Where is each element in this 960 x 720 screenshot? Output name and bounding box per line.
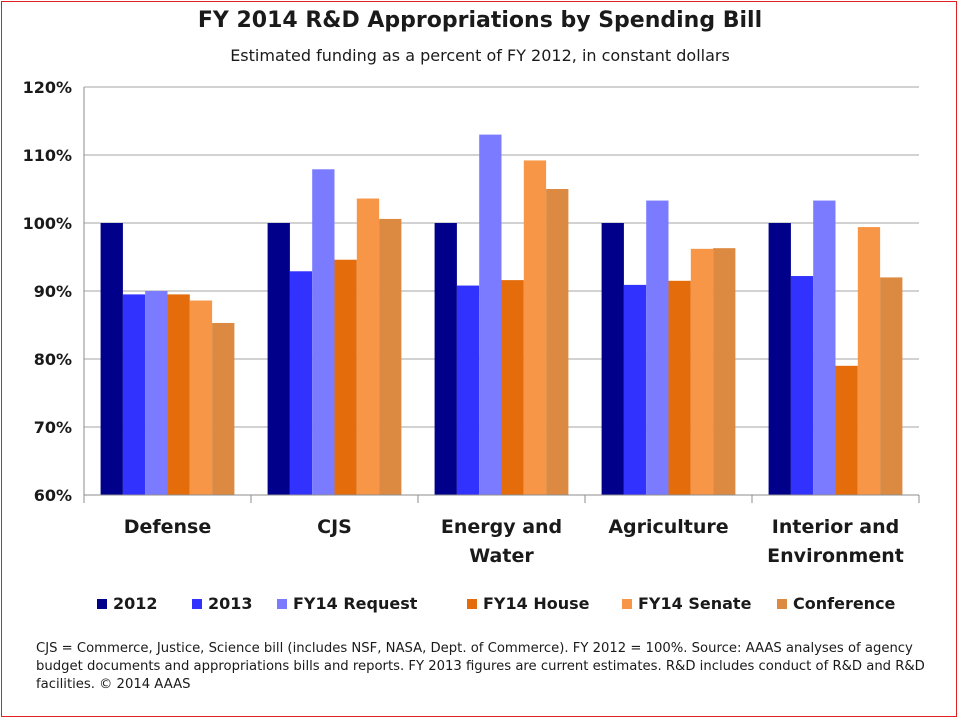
legend-swatch — [777, 599, 787, 609]
legend: 2012 2013 FY14 Request FY14 House FY14 Senat… — [97, 594, 896, 613]
y-tick-label: 60% — [34, 486, 72, 505]
bar — [601, 223, 624, 495]
bar — [857, 227, 881, 495]
legend-item: FY14 House — [467, 594, 590, 613]
bar — [646, 200, 669, 495]
bar — [768, 223, 791, 495]
x-category-label: Defense — [124, 516, 212, 538]
y-axis-tick-labels: 60% 70% 80% 90% 100% 110% 120% — [23, 78, 72, 505]
bar — [690, 248, 714, 495]
bar — [356, 198, 380, 495]
legend-swatch — [192, 599, 202, 609]
legend-swatch — [97, 599, 107, 609]
y-tick-label: 100% — [23, 214, 72, 233]
legend-label: Conference — [793, 594, 896, 613]
x-category-label: Agriculture — [608, 516, 728, 538]
bar — [835, 365, 858, 495]
legend-item: 2012 — [97, 594, 158, 613]
bar — [813, 200, 836, 495]
chart-title: FY 2014 R&D Appropriations by Spending B… — [197, 8, 763, 33]
bar — [623, 284, 647, 495]
bar — [713, 248, 736, 495]
x-category-label: CJS — [317, 516, 352, 538]
bar — [880, 277, 903, 495]
legend-label: FY14 House — [483, 594, 590, 613]
y-tick-label: 80% — [34, 350, 72, 369]
bar — [546, 189, 569, 495]
bar — [434, 223, 457, 495]
bar — [379, 218, 402, 496]
y-tick-label: 70% — [34, 418, 72, 437]
axes — [83, 87, 920, 503]
bar — [145, 291, 168, 495]
bar — [122, 294, 146, 495]
x-category-label: Energy and Water — [441, 516, 562, 567]
legend-label: 2013 — [208, 594, 253, 613]
bar — [501, 280, 524, 495]
bar — [212, 322, 235, 495]
bar — [267, 223, 290, 495]
x-axis-category-labels: Defense CJS Energy and Water Agriculture Inte… — [124, 516, 904, 567]
bar — [334, 259, 357, 495]
y-tick-label: 110% — [23, 146, 72, 165]
bar — [790, 276, 814, 495]
y-tick-label: 120% — [23, 78, 72, 97]
legend-item: FY14 Request — [277, 594, 418, 613]
y-tick-label: 90% — [34, 282, 72, 301]
bar — [289, 271, 313, 495]
legend-item: FY14 Senate — [622, 594, 752, 613]
legend-label: FY14 Request — [293, 594, 418, 613]
x-category-label: Interior and Environment — [767, 516, 904, 567]
legend-label: 2012 — [113, 594, 158, 613]
bar — [167, 294, 190, 495]
legend-label: FY14 Senate — [638, 594, 752, 613]
legend-item: 2013 — [192, 594, 253, 613]
bar — [668, 280, 691, 495]
chart-subtitle: Estimated funding as a percent of FY 201… — [230, 46, 730, 65]
footnote: CJS = Commerce, Justice, Science bill (i… — [36, 641, 925, 692]
legend-item: Conference — [777, 594, 896, 613]
bar — [312, 169, 335, 495]
legend-swatch — [467, 599, 477, 609]
bar-chart: 60% 70% 80% 90% 100% 110% 120% Defense CJS Energ… — [23, 78, 920, 613]
legend-swatch — [277, 599, 287, 609]
bar — [523, 160, 547, 495]
bar — [479, 134, 502, 495]
bar — [189, 300, 213, 495]
legend-swatch — [622, 599, 632, 609]
bar — [100, 223, 123, 495]
bar — [456, 285, 480, 495]
bars — [100, 134, 903, 496]
